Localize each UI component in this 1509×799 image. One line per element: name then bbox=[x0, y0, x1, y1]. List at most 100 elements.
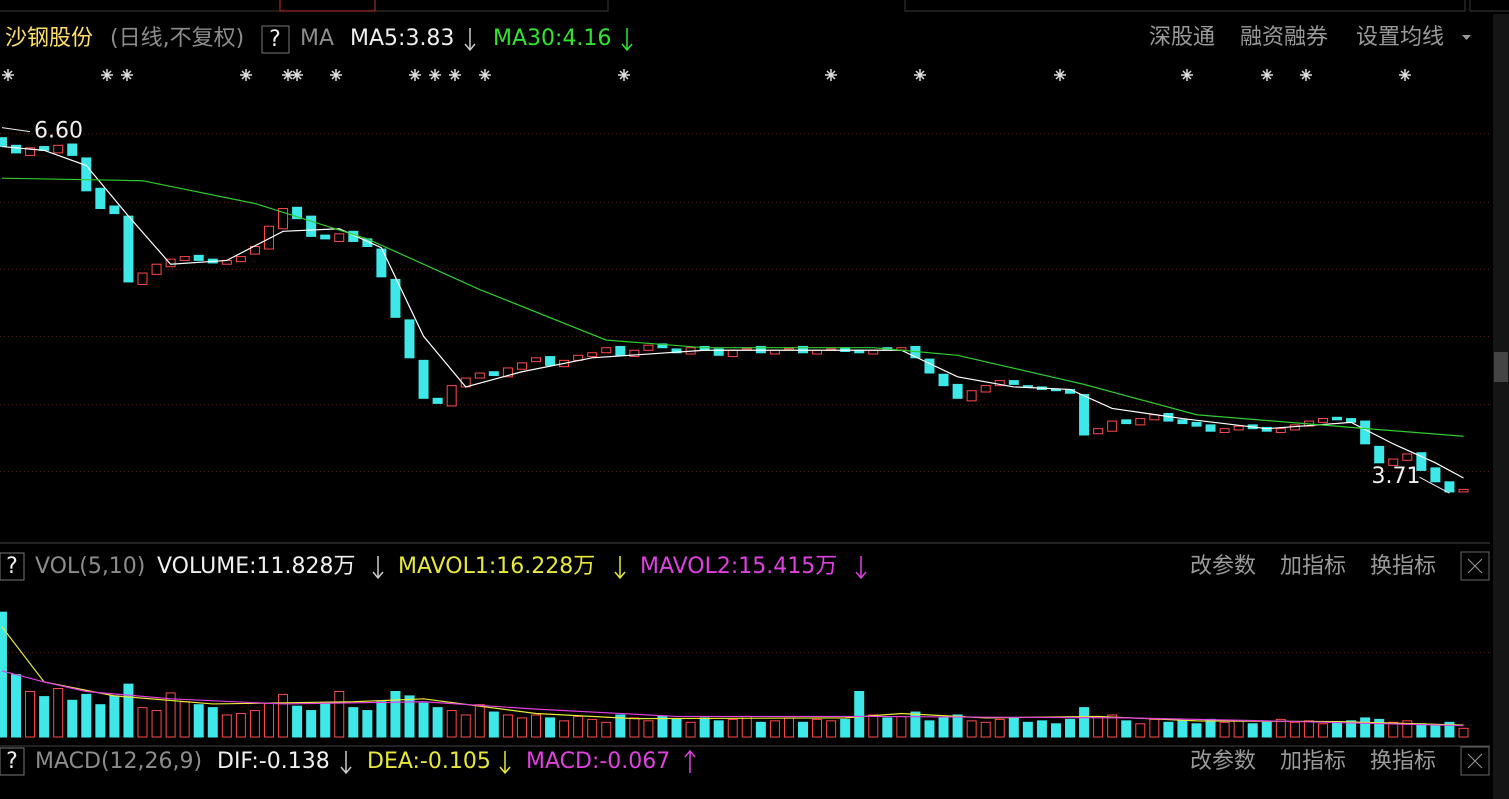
candle bbox=[263, 225, 274, 250]
event-marker bbox=[618, 69, 630, 81]
trend-arrow bbox=[499, 751, 511, 775]
trend-arrow bbox=[372, 556, 384, 580]
button[interactable]: 加指标 bbox=[1280, 554, 1346, 579]
volume-bar bbox=[1093, 715, 1104, 738]
candle bbox=[1107, 420, 1118, 432]
volume-bar bbox=[952, 714, 963, 738]
volume-bar bbox=[502, 714, 513, 738]
volume-bar bbox=[1332, 721, 1343, 738]
volume-bar bbox=[1163, 721, 1174, 738]
mavol2-legend: MAVOL2:15.415万 bbox=[640, 554, 837, 579]
close-button[interactable] bbox=[1460, 551, 1490, 581]
candle bbox=[1416, 452, 1427, 471]
volume-bar bbox=[1247, 723, 1258, 738]
volume-bar bbox=[924, 720, 935, 738]
help[interactable]: ? bbox=[269, 27, 281, 52]
volume-bar bbox=[207, 707, 218, 738]
top-tabs bbox=[0, 0, 1509, 12]
link[interactable]: 融资融券 bbox=[1240, 25, 1328, 50]
volume-bar bbox=[151, 710, 162, 738]
candle bbox=[123, 215, 134, 283]
volume-bar bbox=[657, 715, 668, 738]
event-marker bbox=[291, 69, 303, 81]
candle bbox=[980, 385, 991, 393]
event-marker bbox=[914, 69, 926, 81]
volume-bar bbox=[1050, 723, 1061, 738]
volume-bar bbox=[1303, 720, 1314, 738]
candle bbox=[1135, 418, 1146, 426]
help-box[interactable] bbox=[261, 25, 290, 54]
candle bbox=[1177, 419, 1188, 425]
candle bbox=[545, 356, 556, 366]
stock-name: 沙钢股份 bbox=[5, 26, 93, 51]
period: (日线,不复权) bbox=[110, 26, 244, 51]
candle bbox=[1289, 424, 1300, 431]
link[interactable]: 深股通 bbox=[1149, 25, 1215, 50]
help-box[interactable] bbox=[0, 747, 25, 776]
volume-bar bbox=[306, 710, 317, 738]
volume-bar bbox=[235, 713, 246, 738]
candle bbox=[418, 359, 429, 399]
link[interactable]: 设置均线 bbox=[1356, 25, 1444, 50]
volume-bar bbox=[165, 692, 176, 738]
volume-bar bbox=[699, 717, 710, 738]
volume-bar bbox=[1022, 721, 1033, 738]
candle bbox=[292, 206, 303, 220]
candle bbox=[727, 349, 738, 358]
candle bbox=[1444, 481, 1455, 493]
close-icon[interactable] bbox=[1467, 753, 1483, 769]
candle bbox=[67, 143, 78, 156]
volume-bar bbox=[938, 717, 949, 738]
close-icon[interactable] bbox=[1467, 558, 1483, 574]
button[interactable]: 加指标 bbox=[1280, 749, 1346, 774]
volume-bar bbox=[53, 688, 64, 738]
close-button[interactable] bbox=[1460, 746, 1490, 776]
volume-bar bbox=[39, 696, 50, 738]
volume-bar bbox=[1416, 723, 1427, 738]
scroll-thumb[interactable] bbox=[1494, 352, 1508, 382]
candle bbox=[446, 385, 457, 407]
button[interactable]: 改参数 bbox=[1190, 554, 1256, 579]
candle bbox=[432, 397, 443, 404]
button[interactable]: 改参数 bbox=[1190, 749, 1256, 774]
volume-bar bbox=[25, 690, 36, 738]
dea-legend: DEA:-0.105 bbox=[367, 749, 491, 774]
candle bbox=[1205, 424, 1216, 432]
button[interactable]: 换指标 bbox=[1370, 749, 1436, 774]
volume-bar bbox=[348, 707, 359, 738]
volume-bar bbox=[474, 704, 485, 738]
help[interactable]: ? bbox=[6, 554, 18, 579]
volume-bar bbox=[460, 714, 471, 738]
volume-bar bbox=[629, 717, 640, 738]
volume-bar bbox=[1121, 720, 1132, 738]
volume-bar bbox=[615, 714, 626, 738]
help-box[interactable] bbox=[0, 552, 25, 581]
candle bbox=[1079, 394, 1090, 436]
candle bbox=[643, 344, 654, 351]
volume-bar bbox=[1219, 721, 1230, 738]
candle bbox=[1191, 421, 1202, 427]
volume-bar bbox=[798, 721, 809, 738]
candle bbox=[952, 383, 963, 399]
volume-bar bbox=[1374, 718, 1385, 738]
candle bbox=[1275, 428, 1286, 433]
volume-bar bbox=[1275, 718, 1286, 738]
volume-bar bbox=[488, 711, 499, 738]
volume-bar bbox=[179, 701, 190, 738]
volume-bar bbox=[769, 720, 780, 738]
volume-bar bbox=[376, 701, 387, 738]
candle bbox=[390, 278, 401, 318]
help[interactable]: ? bbox=[6, 749, 18, 774]
candle bbox=[1093, 428, 1104, 435]
trend-arrow bbox=[614, 556, 626, 580]
scrollbar[interactable] bbox=[1493, 14, 1509, 799]
volume-bar bbox=[812, 718, 823, 738]
dropdown-icon[interactable] bbox=[1462, 35, 1471, 40]
button[interactable]: 换指标 bbox=[1370, 554, 1436, 579]
volume-bar bbox=[1107, 714, 1118, 738]
volume-bar bbox=[1360, 717, 1371, 738]
candle bbox=[1050, 388, 1061, 392]
trend-arrow bbox=[621, 28, 633, 52]
extreme-label: 3.71 bbox=[1371, 464, 1420, 489]
